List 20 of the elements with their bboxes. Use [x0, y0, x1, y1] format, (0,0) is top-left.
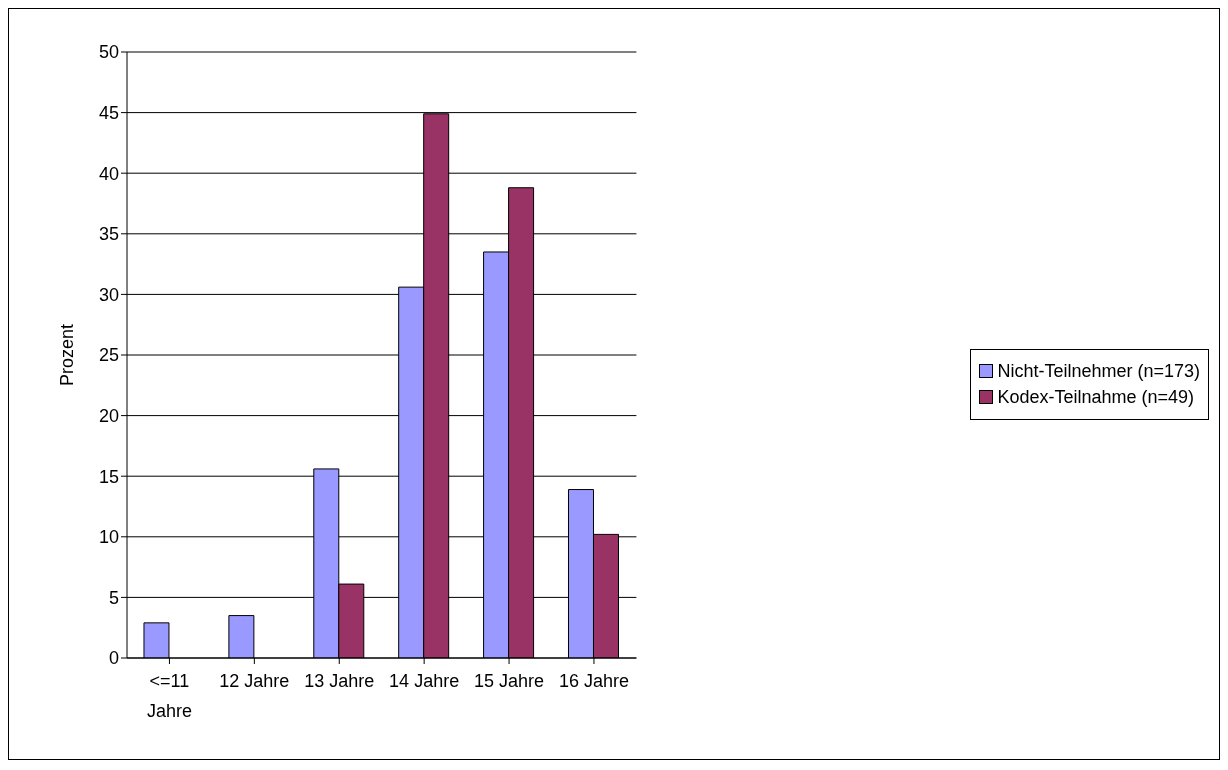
- x-tick-label: 14 Jahre: [389, 670, 460, 691]
- legend-label: Nicht-Teilnehmer (n=173): [997, 360, 1200, 382]
- y-tick-label: 50: [98, 42, 119, 63]
- y-tick-label: 10: [98, 527, 119, 548]
- y-tick-label: 25: [98, 345, 119, 366]
- y-tick-label: 30: [98, 284, 119, 305]
- x-tick-label: 13 Jahre: [304, 670, 375, 691]
- y-tick-label: 5: [108, 587, 119, 608]
- y-tick-label: 45: [98, 102, 119, 123]
- x-tick-label: 16 Jahre: [558, 670, 629, 691]
- y-tick-label: 15: [98, 466, 119, 487]
- x-tick-label: <=11 Jahre: [146, 670, 192, 721]
- x-tick-label: 12 Jahre: [219, 670, 290, 691]
- y-tick-label: 35: [98, 224, 119, 245]
- y-tick-label: 40: [98, 163, 119, 184]
- y-tick-label: 0: [108, 648, 119, 669]
- y-axis-title: Prozent: [57, 323, 78, 387]
- x-tick-label: 15 Jahre: [474, 670, 545, 691]
- y-tick-label: 20: [98, 405, 119, 426]
- legend-label: Kodex-Teilnahme (n=49): [997, 386, 1195, 408]
